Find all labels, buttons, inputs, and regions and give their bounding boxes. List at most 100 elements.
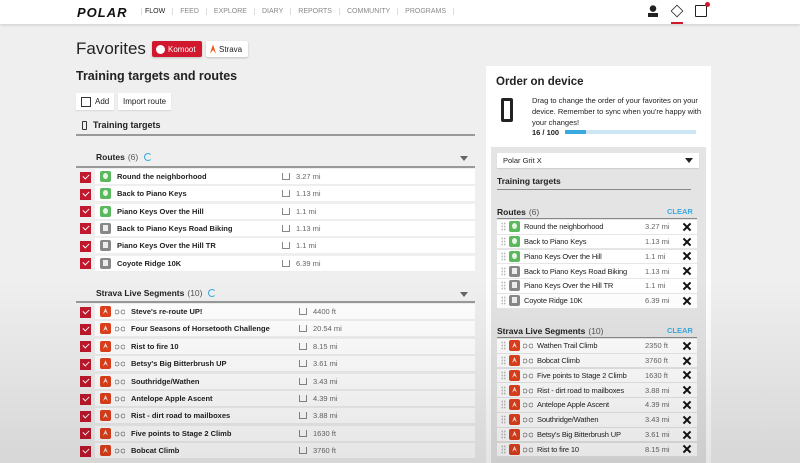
komoot-button[interactable]: Komoot <box>152 41 202 57</box>
add-button[interactable]: Add <box>76 93 115 110</box>
drag-handle-icon[interactable] <box>501 222 506 232</box>
list-item[interactable]: Back to Piano Keys Road Biking 1.13 mi <box>80 220 475 237</box>
collapse-routes-icon[interactable] <box>460 156 468 161</box>
drag-handle-icon[interactable] <box>501 266 506 276</box>
drag-handle-icon[interactable] <box>501 296 506 306</box>
order-item[interactable]: Back to Piano Keys Road Biking 1.13 mi <box>497 264 697 279</box>
remove-icon[interactable] <box>683 371 691 379</box>
drag-handle-icon[interactable] <box>501 237 506 247</box>
list-item[interactable]: Rist - dirt road to mailboxes 3.88 mi <box>80 408 475 425</box>
checkbox[interactable] <box>80 306 91 318</box>
drag-handle-icon[interactable] <box>501 385 506 395</box>
remove-icon[interactable] <box>683 342 691 350</box>
checkbox[interactable] <box>80 171 91 183</box>
order-item[interactable]: Round the neighborhood 3.27 mi <box>497 220 697 235</box>
order-item[interactable]: Southridge/Wathen 3.43 mi <box>497 413 697 428</box>
order-item[interactable]: Antelope Apple Ascent 4.39 mi <box>497 398 697 413</box>
drag-handle-icon[interactable] <box>501 341 506 351</box>
remove-icon[interactable] <box>683 238 691 246</box>
remove-icon[interactable] <box>683 282 691 290</box>
strava-button[interactable]: Strava <box>206 41 249 57</box>
nav-reports[interactable]: REPORTS <box>291 8 340 15</box>
order-item[interactable]: Piano Keys Over the Hill TR 1.1 mi <box>497 279 697 294</box>
remove-icon[interactable] <box>683 416 691 424</box>
refresh-icon[interactable] <box>208 289 217 297</box>
training-targets-heading[interactable]: Training targets <box>82 120 161 130</box>
nav-diary[interactable]: DIARY <box>255 8 292 15</box>
strava-header[interactable]: Strava Live Segments (10) <box>96 288 217 298</box>
item-name: Antelope Apple Ascent <box>131 394 213 403</box>
order-item[interactable]: Betsy's Big Bitterbrush UP 3.61 mi <box>497 427 697 443</box>
drag-handle-icon[interactable] <box>501 430 506 440</box>
remove-icon[interactable] <box>683 445 691 453</box>
checkbox[interactable] <box>80 428 91 440</box>
checkbox[interactable] <box>80 240 91 252</box>
device-select[interactable]: Polar Grit X <box>497 153 699 168</box>
drag-handle-icon[interactable] <box>501 400 506 410</box>
order-item[interactable]: Wathen Trail Climb 2350 ft <box>497 339 697 354</box>
order-item[interactable]: Piano Keys Over the Hill 1.1 mi <box>497 249 697 265</box>
checkbox[interactable] <box>80 223 91 235</box>
remove-icon[interactable] <box>683 357 691 365</box>
checkbox[interactable] <box>80 341 91 353</box>
list-item[interactable]: Five points to Stage 2 Climb 1630 ft <box>80 425 475 442</box>
routes-header[interactable]: Routes (6) <box>96 152 153 162</box>
list-item[interactable]: Piano Keys Over the Hill 1.1 mi <box>80 203 475 220</box>
order-item[interactable]: Rist - dirt road to mailboxes 3.88 mi <box>497 383 697 398</box>
drag-handle-icon[interactable] <box>501 281 506 291</box>
list-item[interactable]: Antelope Apple Ascent 4.39 mi <box>80 391 475 407</box>
polar-logo[interactable]: POLAR <box>77 5 128 20</box>
list-item[interactable]: Back to Piano Keys 1.13 mi <box>80 186 475 203</box>
remove-icon[interactable] <box>683 223 691 231</box>
checkbox[interactable] <box>80 258 91 269</box>
list-item[interactable]: Steve's re-route UP! 4400 ft <box>80 304 475 320</box>
checkbox[interactable] <box>80 188 91 200</box>
nav-community[interactable]: COMMUNITY <box>340 8 399 15</box>
clear-routes-button[interactable]: CLEAR <box>667 207 693 216</box>
remove-icon[interactable] <box>683 401 691 409</box>
refresh-icon[interactable] <box>144 153 153 161</box>
favorites-tab[interactable] <box>670 4 684 24</box>
checkbox[interactable] <box>80 376 91 388</box>
order-item[interactable]: Coyote Ridge 10K 6.39 mi <box>497 294 697 309</box>
checkbox[interactable] <box>80 358 91 370</box>
order-item[interactable]: Rist to fire 10 8.15 mi <box>497 442 697 458</box>
checkbox[interactable] <box>80 393 91 405</box>
list-item[interactable]: Rist to fire 10 8.15 mi <box>80 338 475 355</box>
item-name: Coyote Ridge 10K <box>117 258 182 268</box>
checkbox[interactable] <box>80 206 91 218</box>
list-item[interactable]: Round the neighborhood 3.27 mi <box>80 169 475 185</box>
clear-strava-button[interactable]: CLEAR <box>667 326 693 335</box>
list-item[interactable]: Piano Keys Over the Hill TR 1.1 mi <box>80 238 475 255</box>
drag-handle-icon[interactable] <box>501 356 506 366</box>
nav-programs[interactable]: PROGRAMS <box>398 8 454 15</box>
drag-handle-icon[interactable] <box>501 251 506 261</box>
remove-icon[interactable] <box>683 386 691 394</box>
list-item[interactable]: Bobcat Climb 3760 ft <box>80 443 475 460</box>
list-item[interactable]: Southridge/Wathen 3.43 mi <box>80 373 475 390</box>
checkbox[interactable] <box>80 445 91 457</box>
remove-icon[interactable] <box>683 267 691 275</box>
list-item[interactable]: Coyote Ridge 10K 6.39 mi <box>80 255 475 272</box>
list-item[interactable]: Four Seasons of Horsetooth Challenge 20.5… <box>80 321 475 338</box>
remove-icon[interactable] <box>683 297 691 305</box>
sync-device-icon[interactable] <box>695 2 710 17</box>
nav-feed[interactable]: FEED <box>173 8 207 15</box>
nav-explore[interactable]: EXPLORE <box>207 8 255 15</box>
order-item[interactable]: Back to Piano Keys 1.13 mi <box>497 234 697 250</box>
collapse-strava-icon[interactable] <box>460 292 468 297</box>
remove-icon[interactable] <box>683 252 691 260</box>
user-menu-icon[interactable] <box>647 5 659 17</box>
drag-handle-icon[interactable] <box>501 444 506 454</box>
drag-handle-icon[interactable] <box>501 415 506 425</box>
remove-icon[interactable] <box>683 431 691 439</box>
order-item[interactable]: Five points to Stage 2 Climb 1630 ft <box>497 368 697 384</box>
checkbox[interactable] <box>80 410 91 422</box>
list-item[interactable]: Betsy's Big Bitterbrush UP 3.61 mi <box>80 356 475 373</box>
checkbox[interactable] <box>80 323 91 335</box>
star-icon <box>670 4 684 18</box>
order-item[interactable]: Bobcat Climb 3760 ft <box>497 353 697 369</box>
drag-handle-icon[interactable] <box>501 370 506 380</box>
nav-flow[interactable]: FLOW <box>141 8 174 15</box>
import-route-button[interactable]: Import route <box>118 93 172 110</box>
